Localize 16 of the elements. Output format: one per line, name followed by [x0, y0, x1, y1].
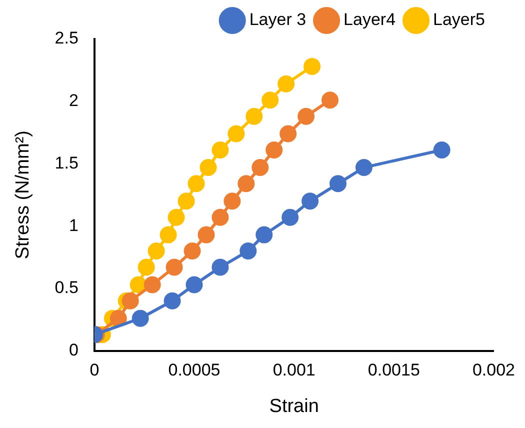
y-tick-label: 0	[68, 340, 78, 360]
y-tick-label: 1.5	[54, 153, 78, 172]
x-tick-label: 0.001	[272, 360, 316, 380]
legend-label: Layer 3	[249, 10, 306, 30]
y-tick-label: 0.5	[54, 278, 78, 298]
y-tick-label: 1	[68, 216, 78, 235]
legend-label: Layer5	[433, 10, 486, 30]
x-tick-label: 0.0015	[368, 360, 420, 380]
x-tick-label: 0.002	[472, 360, 516, 380]
y-tick-label: 2.5	[54, 28, 78, 48]
x-tick-label: 0	[90, 360, 100, 380]
y-tick-label: 2	[68, 91, 78, 110]
legend-label: Layer4	[344, 10, 396, 30]
x-tick-label: 0.0005	[168, 360, 220, 380]
x-axis-title: Strain	[269, 396, 319, 417]
y-axis-title: Stress (N/mm²)	[12, 130, 34, 260]
